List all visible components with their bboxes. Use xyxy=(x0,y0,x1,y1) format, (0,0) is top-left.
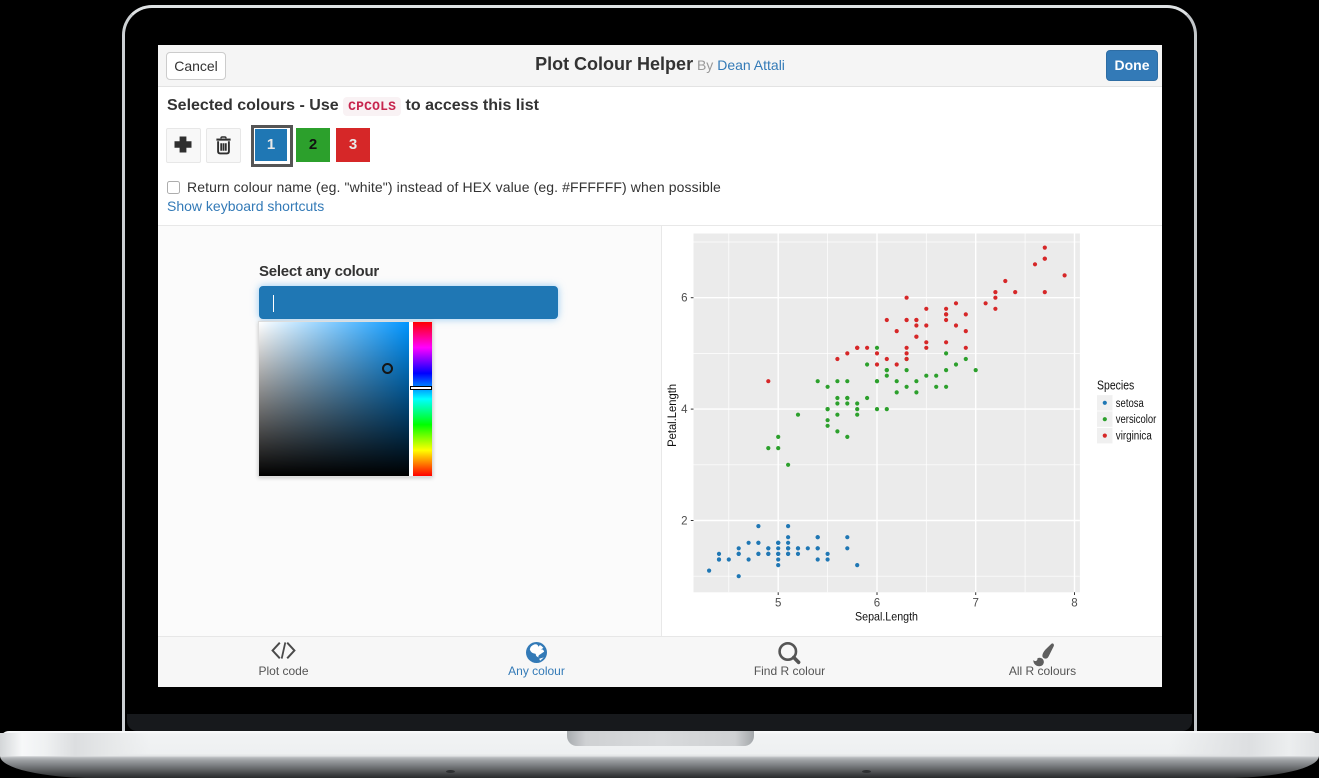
svg-text:6: 6 xyxy=(874,598,880,610)
svg-text:4: 4 xyxy=(681,404,688,416)
svg-text:Species: Species xyxy=(1097,379,1134,393)
svg-text:6: 6 xyxy=(681,293,687,305)
svg-text:virginica: virginica xyxy=(1116,431,1153,443)
svg-text:8: 8 xyxy=(1071,598,1077,610)
svg-text:versicolor: versicolor xyxy=(1116,414,1157,426)
svg-text:5: 5 xyxy=(775,598,781,610)
svg-text:Sepal.Length: Sepal.Length xyxy=(855,611,918,624)
svg-text:2: 2 xyxy=(681,516,687,528)
svg-text:setosa: setosa xyxy=(1116,398,1144,410)
svg-text:Petal.Length: Petal.Length xyxy=(666,384,679,447)
svg-text:7: 7 xyxy=(972,598,978,610)
